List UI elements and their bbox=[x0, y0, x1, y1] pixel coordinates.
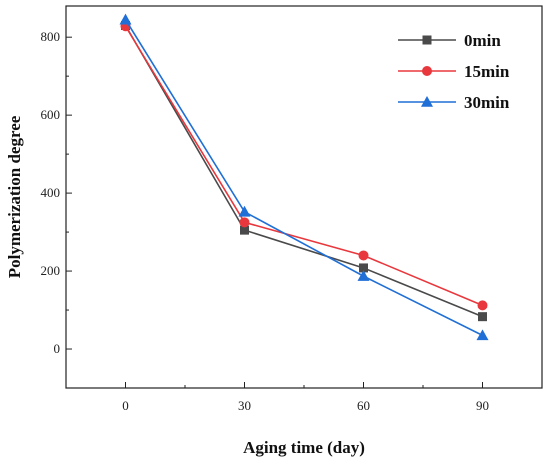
y-tick-label: 0 bbox=[54, 341, 61, 356]
y-tick-label: 600 bbox=[41, 107, 61, 122]
data-point-15min bbox=[477, 300, 488, 311]
y-tick-label: 400 bbox=[41, 185, 61, 200]
legend-marker-0min bbox=[422, 35, 432, 45]
data-point-30min bbox=[476, 329, 489, 341]
series-15min bbox=[120, 21, 488, 311]
legend-marker-30min bbox=[421, 96, 433, 107]
data-point-0min bbox=[240, 225, 249, 235]
legend-label-0min: 0min bbox=[464, 31, 501, 50]
data-point-30min bbox=[119, 13, 132, 25]
legend-label-30min: 30min bbox=[464, 93, 510, 112]
series-layer bbox=[119, 13, 489, 341]
data-point-15min bbox=[358, 250, 369, 261]
legend-item-0min: 0min bbox=[398, 31, 501, 50]
x-tick-label: 0 bbox=[122, 398, 129, 413]
x-tick-label: 90 bbox=[476, 398, 489, 413]
y-axis: 0 200 400 600 800 bbox=[41, 29, 72, 389]
legend-label-15min: 15min bbox=[464, 62, 510, 81]
x-axis-title: Aging time (day) bbox=[243, 438, 365, 457]
y-tick-label: 800 bbox=[41, 29, 61, 44]
data-point-0min bbox=[478, 312, 487, 322]
series-line-15min bbox=[124, 25, 483, 307]
series-line-30min bbox=[124, 19, 483, 337]
x-tick-label: 30 bbox=[238, 398, 251, 413]
data-point-30min bbox=[357, 270, 370, 281]
data-point-15min bbox=[239, 217, 250, 228]
data-point-0min bbox=[359, 263, 368, 273]
legend-marker-15min bbox=[422, 66, 432, 76]
x-tick-label: 60 bbox=[357, 398, 370, 413]
series-0min bbox=[121, 20, 487, 322]
data-point-30min bbox=[238, 205, 251, 217]
legend-item-15min: 15min bbox=[398, 62, 510, 81]
x-axis: 0 30 60 90 bbox=[122, 382, 489, 413]
legend-item-30min: 30min bbox=[398, 93, 510, 112]
y-axis-title: Polymerization degree bbox=[5, 115, 24, 278]
legend: 0min 15min 30min bbox=[398, 31, 510, 112]
series-30min bbox=[119, 13, 489, 341]
y-tick-label: 200 bbox=[41, 263, 61, 278]
series-line-0min bbox=[124, 25, 483, 318]
